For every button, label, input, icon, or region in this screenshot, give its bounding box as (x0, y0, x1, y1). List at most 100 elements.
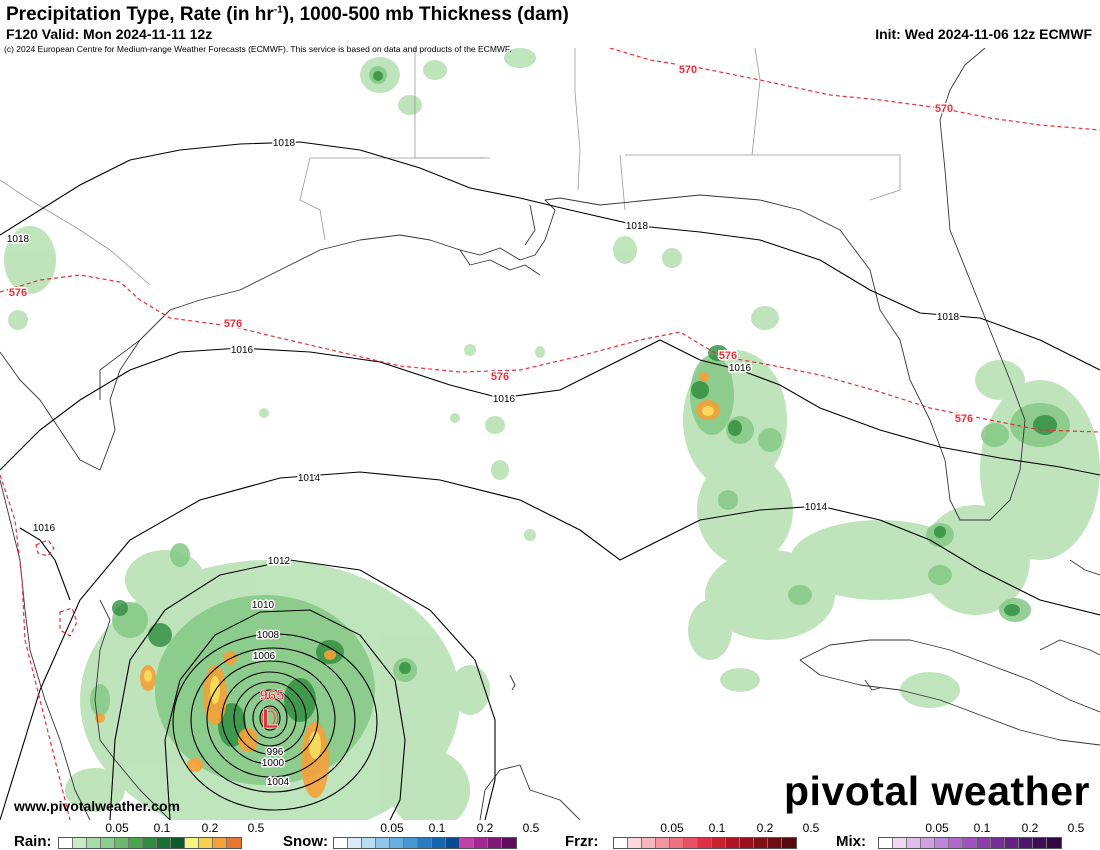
legend-tick: 0.1 (708, 821, 726, 835)
legend-swatch (227, 838, 241, 848)
legend-snow-title: Snow: (283, 833, 328, 850)
legend-swatch (1047, 838, 1061, 848)
low-pressure-value: 965 (259, 687, 284, 704)
legend-swatch (949, 838, 963, 848)
legend-swatch (935, 838, 949, 848)
legend-swatch (1019, 838, 1033, 848)
isobar-label: 1018 (273, 138, 296, 149)
isobar-layer (0, 141, 1100, 820)
isobar-label: 1000 (262, 758, 285, 769)
legend-swatch (991, 838, 1005, 848)
isobar-label: 1016 (231, 345, 254, 356)
isobar-label: 1018 (937, 312, 960, 323)
legend-swatch (1005, 838, 1019, 848)
isobar-label: 1008 (257, 630, 280, 641)
legend-swatch (963, 838, 977, 848)
legend-swatch (656, 838, 670, 848)
isobar-label: 1012 (268, 556, 291, 567)
thickness-label: 576 (224, 318, 242, 330)
legend-swatch (893, 838, 907, 848)
legend-swatch (740, 838, 754, 848)
pivotal-weather-logo: pivotal weather (784, 768, 1090, 814)
legend-swatch (726, 838, 740, 848)
legend-swatch (334, 838, 348, 848)
legend-tick: 0.5 (247, 821, 265, 835)
website-url[interactable]: www.pivotalweather.com (14, 798, 180, 814)
legend-snow-ticks: 0.05 0.1 0.2 0.5 (333, 821, 543, 835)
isobar-labels: 1018 1018 1018 1018 1016 1016 1016 1016 … (5, 137, 961, 790)
legend-swatch (101, 838, 115, 848)
legend-tick: 0.5 (522, 821, 540, 835)
thickness-label: 576 (491, 371, 509, 383)
isobar-label: 1018 (626, 221, 649, 232)
thickness-layer (0, 48, 1100, 820)
legend-tick: 0.2 (1021, 821, 1039, 835)
legend-swatch (432, 838, 446, 848)
weather-map[interactable]: L 965 1018 1018 1018 1018 1016 1016 1016… (0, 48, 1100, 820)
isobar-label: 1016 (729, 363, 752, 374)
legend-swatch (502, 838, 516, 848)
legend-tick: 0.05 (660, 821, 684, 835)
legend-swatch (921, 838, 935, 848)
legend-rain-swatches (58, 837, 242, 849)
legend-swatch (907, 838, 921, 848)
legend-tick: 0.05 (925, 821, 949, 835)
isobar-label: 1014 (298, 473, 321, 484)
legend-swatch (879, 838, 893, 848)
legend-swatch (348, 838, 362, 848)
legend-tick: 0.2 (476, 821, 494, 835)
legend-swatch (712, 838, 726, 848)
legend-swatch (446, 838, 460, 848)
valid-time: F120 Valid: Mon 2024-11-11 12z (6, 26, 213, 42)
legend-swatch (390, 838, 404, 848)
legend-swatch (362, 838, 376, 848)
thickness-label: 576 (719, 350, 737, 362)
legend-mix-swatches (878, 837, 1062, 849)
legend-tick: 0.05 (105, 821, 129, 835)
legend-rain-title: Rain: (14, 833, 52, 850)
legend-frzr-title: Frzr: (565, 833, 599, 850)
isobar-label: 1004 (267, 777, 290, 788)
isobar-label: 1014 (805, 502, 828, 513)
legend-swatch (87, 838, 101, 848)
legend-swatch (768, 838, 782, 848)
legend-tick: 0.2 (201, 821, 219, 835)
thickness-label: 576 (9, 287, 27, 299)
low-symbol: L (261, 703, 278, 734)
legend-swatch (977, 838, 991, 848)
legend-swatch (488, 838, 502, 848)
legend-frzr-ticks: 0.05 0.1 0.2 0.5 (613, 821, 823, 835)
legend-tick: 0.1 (973, 821, 991, 835)
legend-swatch (143, 838, 157, 848)
legend-swatch (185, 838, 199, 848)
legend-tick: 0.5 (1067, 821, 1085, 835)
legend-swatch (1033, 838, 1047, 848)
legend-tick: 0.1 (153, 821, 171, 835)
legend-swatch (376, 838, 390, 848)
thickness-label: 570 (935, 103, 953, 115)
legend-swatch (213, 838, 227, 848)
legend-swatch (670, 838, 684, 848)
legend-swatch (404, 838, 418, 848)
copyright-notice: (c) 2024 European Centre for Medium-rang… (4, 44, 512, 54)
legend-swatch (460, 838, 474, 848)
init-time: Init: Wed 2024-11-06 12z ECMWF (875, 26, 1092, 42)
isobar-label: 996 (267, 747, 284, 758)
legend-mix-title: Mix: (836, 833, 866, 850)
legend-swatch (418, 838, 432, 848)
thickness-labels: 570 570 576 576 576 576 576 (7, 63, 974, 427)
legend-swatch (115, 838, 129, 848)
low-pressure-center[interactable]: L 965 (259, 687, 285, 735)
legend-swatch (782, 838, 796, 848)
legend-mix-ticks: 0.05 0.1 0.2 0.5 (878, 821, 1088, 835)
legend-tick: 0.5 (802, 821, 820, 835)
legend-swatch (614, 838, 628, 848)
thickness-label: 576 (955, 413, 973, 425)
legend-tick: 0.05 (380, 821, 404, 835)
legend-swatch (628, 838, 642, 848)
isobar-label: 1018 (7, 234, 30, 245)
legend-snow-swatches (333, 837, 517, 849)
map-header: Precipitation Type, Rate (in hr-1), 1000… (0, 0, 1100, 48)
legend-swatch (754, 838, 768, 848)
legend-swatch (59, 838, 73, 848)
